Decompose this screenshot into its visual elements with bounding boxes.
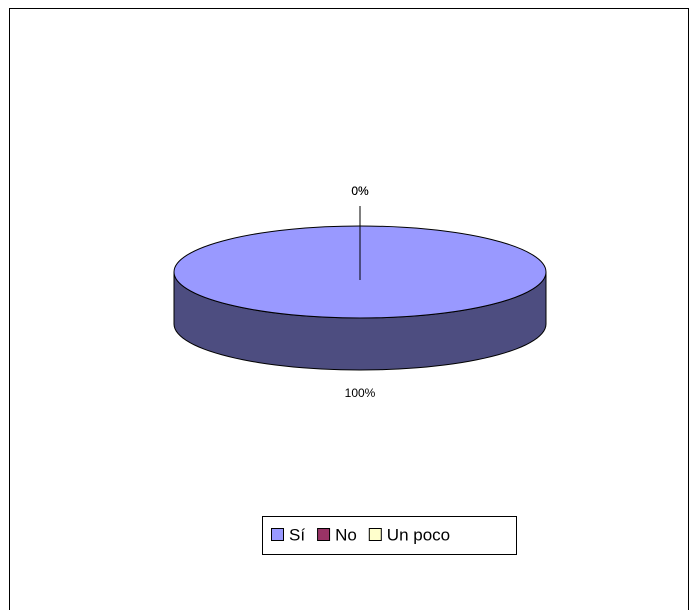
data-label: 100%	[345, 386, 376, 400]
data-label: 0%	[351, 184, 369, 198]
legend-swatch	[317, 528, 331, 541]
legend-label: Un poco	[387, 525, 450, 544]
data-label: 0%	[351, 184, 369, 198]
legend-swatch	[368, 528, 382, 541]
legend-label: No	[335, 525, 357, 544]
legend-box	[262, 516, 517, 555]
legend-label: Sí	[289, 525, 305, 544]
legend-swatch	[271, 528, 284, 541]
